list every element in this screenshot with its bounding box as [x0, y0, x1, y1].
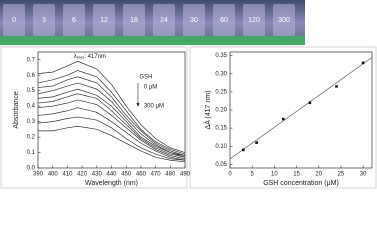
x-tick-label: 430	[92, 172, 103, 178]
x-axis-title: Wavelength (nm)	[85, 180, 138, 187]
spectrum-line	[37, 82, 186, 156]
x-tick-label: 470	[151, 172, 162, 178]
y-tick-label: 0.05	[215, 162, 227, 168]
vial	[3, 4, 25, 36]
y-axis-title: Absorbance	[13, 91, 20, 128]
y-tick-label: 0.1	[27, 150, 36, 156]
lambda: λ	[74, 54, 77, 60]
x-tick-label: 15	[293, 172, 300, 178]
vial-label: 3	[42, 17, 46, 24]
y-tick-label: 0.25	[215, 89, 227, 95]
point	[255, 141, 258, 144]
right-panel	[189, 46, 377, 189]
y-axis-title: ΔA (417 nm)	[205, 91, 212, 130]
fit-line	[229, 57, 373, 160]
spectrum-line	[37, 93, 186, 158]
vial	[93, 4, 115, 36]
y-tick-label: 0.35	[215, 53, 227, 59]
photo-base	[0, 36, 305, 45]
spectrum-line	[37, 116, 186, 161]
vial-label: 6	[72, 17, 76, 24]
x-tick-label: 480	[165, 172, 176, 178]
x-tick-label: 400	[48, 172, 59, 178]
left-panel	[0, 46, 188, 189]
y-tick-label: 0.6	[27, 73, 36, 79]
y-tick-label: 0.0	[27, 166, 36, 172]
point	[335, 85, 338, 88]
vial	[123, 4, 145, 36]
x-tick-label: 10	[271, 172, 278, 178]
vial-label: 12	[100, 17, 108, 24]
y-tick-label: 0.5	[27, 88, 36, 94]
y-tick-label: 0.2	[27, 135, 36, 141]
x-tick-label: 420	[77, 172, 88, 178]
vial-label: 30	[190, 17, 198, 24]
vial	[243, 4, 265, 36]
x-tick-label: 20	[315, 172, 322, 178]
spectrum-line	[37, 70, 186, 155]
vial	[183, 4, 205, 36]
vial-label: 60	[220, 17, 228, 24]
vial	[33, 4, 55, 36]
vial	[63, 4, 85, 36]
peak-value: : 417nm	[84, 54, 106, 60]
x-tick-label: 450	[121, 172, 132, 178]
x-tick-label: 0	[228, 172, 232, 178]
lambda-sub: max	[77, 55, 85, 60]
spectrum-line	[37, 60, 186, 153]
end-label: 300 μM	[144, 104, 164, 110]
reagent-label: GSH	[139, 75, 152, 81]
x-tick-label: 390	[33, 172, 44, 178]
point	[242, 148, 245, 152]
x-tick-label: 410	[62, 172, 73, 178]
peak-annotation: λmax: 417nm	[74, 54, 106, 60]
point	[281, 117, 285, 121]
x-tick-label: 440	[106, 172, 117, 178]
y-tick-label: 0.4	[27, 104, 36, 110]
vial-label: 18	[130, 17, 138, 24]
vial	[153, 4, 175, 36]
spectrum-line	[38, 125, 186, 163]
x-tick-label: 490	[180, 172, 191, 178]
vial	[273, 4, 295, 36]
y-tick-label: 0.30	[215, 71, 227, 77]
spectrum-line	[37, 107, 186, 161]
spectrum-line	[37, 76, 186, 156]
point	[361, 61, 365, 65]
spectrum-line	[37, 99, 186, 160]
y-tick-label: 0.15	[215, 126, 227, 132]
vial-label: 0	[12, 17, 16, 24]
spectrum-line	[37, 88, 186, 158]
start-label: 0 μM	[144, 85, 157, 91]
point	[308, 101, 312, 105]
y-tick-label: 0.7	[27, 57, 36, 63]
x-axis-title: GSH concentration (μM)	[263, 180, 339, 187]
y-tick-label: 0.3	[27, 119, 36, 125]
arrow-head	[136, 103, 140, 107]
y-tick-label: 0.10	[215, 144, 227, 150]
x-tick-label: 30	[360, 172, 367, 178]
x-tick-label: 460	[136, 172, 147, 178]
vial	[213, 4, 235, 36]
x-tick-label: 5	[251, 172, 255, 178]
vial-label: 300	[278, 17, 290, 24]
y-tick-label: 0.20	[215, 108, 227, 114]
x-tick-label: 25	[338, 172, 345, 178]
vial-label: 24	[160, 17, 168, 24]
vial-label: 120	[248, 17, 260, 24]
